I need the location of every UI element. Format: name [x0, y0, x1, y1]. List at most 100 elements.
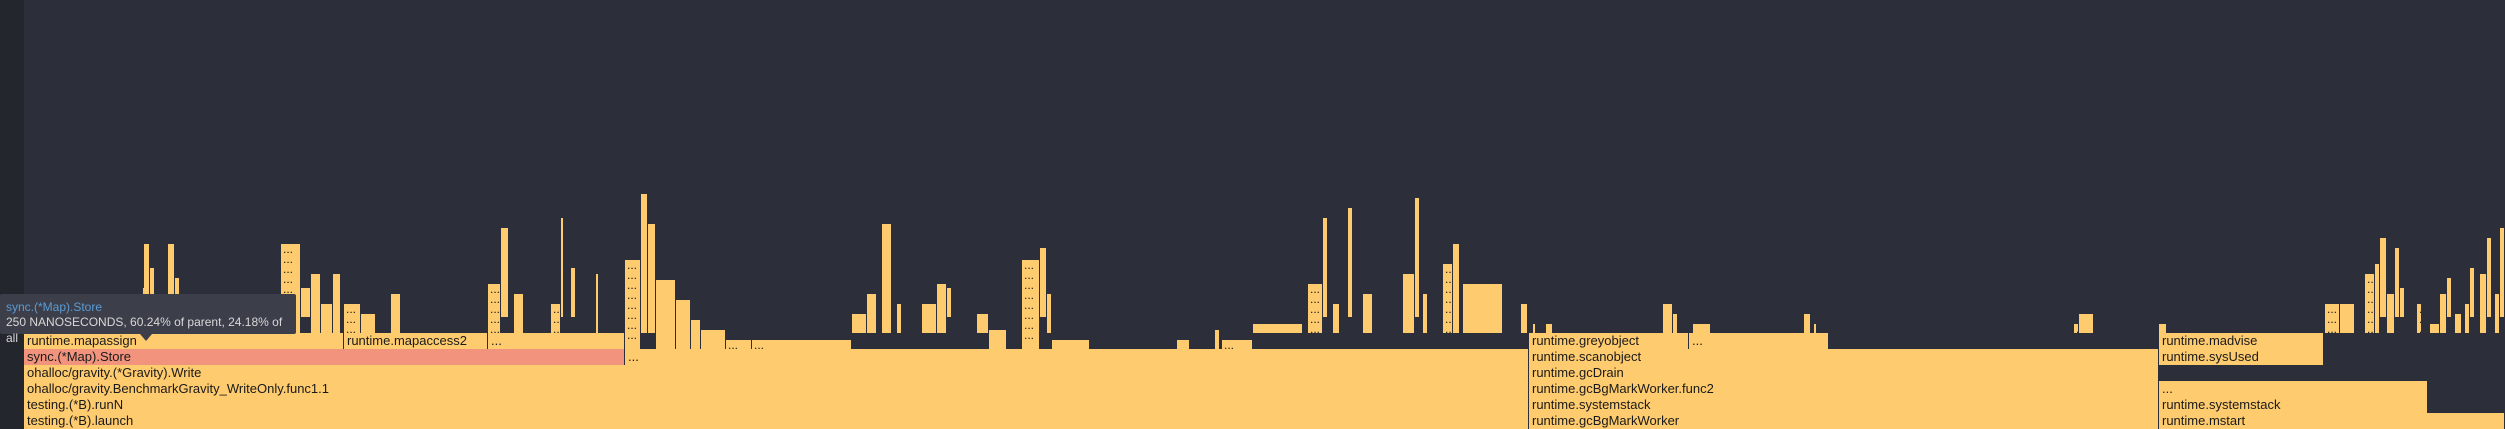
flame-stack-spike[interactable] — [1546, 323, 1553, 333]
flame-stack-spike[interactable] — [1453, 243, 1460, 333]
flame-stack-spike[interactable]: ........................ — [625, 259, 641, 349]
flame-stack-spike[interactable] — [333, 273, 341, 333]
flame-stack-spike[interactable] — [1693, 323, 1711, 333]
flame-stack-spike[interactable] — [1814, 323, 1817, 333]
flame-stack-spike[interactable]: ......... — [2325, 303, 2340, 333]
flame-stack-spike[interactable]: ......... — [551, 303, 561, 333]
flame-frame[interactable]: ohalloc/gravity.(*Gravity).Write — [24, 365, 1529, 381]
flame-frame[interactable]: ... — [488, 333, 625, 349]
flame-stack-spike[interactable] — [391, 293, 401, 333]
flame-stack-spike[interactable] — [852, 313, 867, 333]
flame-frame[interactable]: runtime.greyobject — [1529, 333, 1689, 349]
flame-frame[interactable]: runtime.mstart — [2159, 413, 2505, 429]
flame-stack-spike[interactable] — [1177, 339, 1190, 349]
flame-stack-spike[interactable]: ............... — [488, 283, 501, 333]
flame-stack-spike[interactable]: ............... — [1308, 283, 1323, 333]
flame-stack-spike[interactable] — [596, 273, 599, 333]
flame-stack-spike[interactable] — [2447, 277, 2452, 317]
flame-frame[interactable]: testing.(*B).launch — [24, 413, 1529, 429]
flame-stack-spike[interactable] — [977, 313, 989, 333]
flame-stack-spike[interactable] — [656, 279, 676, 349]
flame-stack-spike[interactable]: ... — [726, 339, 752, 349]
flame-stack-spike[interactable]: ... — [2074, 323, 2079, 333]
flame-stack-spike[interactable] — [2440, 293, 2447, 333]
flame-stack-spike[interactable] — [144, 243, 150, 333]
flame-stack-spike[interactable] — [897, 303, 902, 333]
flame-stack-spike[interactable] — [321, 303, 333, 333]
flame-stack-spike[interactable] — [2430, 323, 2440, 333]
flame-frame[interactable]: runtime.mapassign — [24, 333, 344, 349]
flame-stack-spike[interactable]: ... — [752, 339, 852, 349]
flame-stack-spike[interactable] — [361, 313, 376, 333]
flame-stack-spike[interactable]: ..................... — [1443, 263, 1453, 333]
flame-frame[interactable]: runtime.mapaccess2 — [344, 333, 488, 349]
flame-stack-spike[interactable] — [168, 243, 175, 333]
flame-frame[interactable]: ohalloc/gravity.BenchmarkGravity_WriteOn… — [24, 381, 1529, 397]
flame-stack-spike[interactable] — [1052, 339, 1090, 349]
flame-frame[interactable]: runtime.gcDrain — [1529, 365, 2159, 381]
flame-stack-spike[interactable] — [1040, 247, 1047, 317]
flame-stack-spike[interactable] — [947, 287, 952, 317]
flame-stack-spike[interactable] — [2340, 303, 2355, 333]
flame-frame[interactable]: ... — [2159, 381, 2428, 397]
flame-stack-spike[interactable] — [1663, 303, 1673, 333]
flame-stack-spike[interactable] — [1521, 303, 1528, 333]
flame-stack-spike[interactable] — [514, 293, 524, 333]
flame-stack-spike[interactable] — [571, 267, 576, 317]
flame-stack-spike[interactable]: ......... — [2417, 303, 2422, 333]
flame-frame[interactable]: runtime.gcBgMarkWorker.func2 — [1529, 381, 2159, 397]
flame-frame[interactable]: runtime.scanobject — [1529, 349, 2159, 365]
flame-frame[interactable]: ... — [1689, 333, 1829, 349]
flame-frame[interactable]: ... — [625, 349, 1529, 365]
flame-stack-spike[interactable] — [1673, 313, 1678, 333]
flame-frame[interactable]: sync.(*Map).Store — [24, 349, 625, 365]
flame-stack-spike[interactable] — [2487, 237, 2492, 317]
flame-stack-spike[interactable]: ........................ — [1022, 259, 1040, 349]
flame-stack-spike[interactable] — [937, 283, 947, 333]
flame-frame[interactable]: runtime.systemstack — [2159, 397, 2428, 413]
flame-stack-spike[interactable] — [501, 227, 509, 317]
flame-frame[interactable]: runtime.gcBgMarkWorker — [1529, 413, 2159, 429]
flame-stack-spike[interactable] — [2400, 287, 2405, 317]
flame-stack-spike[interactable] — [150, 267, 155, 317]
flame-stack-spike[interactable] — [1253, 323, 1303, 333]
flame-stack-spike[interactable] — [2375, 263, 2380, 333]
flame-stack-spike[interactable]: ... — [1533, 323, 1536, 333]
flame-stack-spike[interactable] — [1363, 293, 1373, 333]
flame-stack-spike[interactable] — [641, 193, 648, 333]
flame-stack-spike[interactable] — [1047, 293, 1052, 333]
flame-stack-spike[interactable] — [1215, 329, 1220, 349]
flame-stack-spike[interactable] — [701, 329, 726, 349]
flame-stack-spike[interactable] — [2500, 227, 2505, 317]
flame-stack-spike[interactable] — [1323, 217, 1328, 317]
flame-stack-spike[interactable] — [2380, 237, 2387, 317]
flame-stack-spike[interactable] — [2455, 313, 2462, 333]
flame-stack-spike[interactable] — [882, 223, 892, 333]
flame-stack-spike[interactable] — [2480, 273, 2487, 333]
flame-stack-spike[interactable] — [989, 329, 1007, 349]
flame-stack-spike[interactable] — [561, 217, 564, 317]
flame-stack-spike[interactable] — [1423, 293, 1428, 333]
flame-stack-spike[interactable] — [1463, 283, 1503, 333]
flame-frame[interactable]: runtime.sysUsed — [2159, 349, 2324, 365]
flame-stack-spike[interactable] — [1348, 207, 1353, 317]
flame-stack-spike[interactable] — [2159, 323, 2167, 333]
flame-stack-spike[interactable] — [311, 273, 321, 333]
flame-stack-spike[interactable] — [2395, 247, 2400, 317]
flame-stack-spike[interactable] — [2387, 293, 2395, 333]
flame-frame[interactable]: runtime.madvise — [2159, 333, 2324, 349]
flame-stack-spike[interactable] — [2079, 313, 2094, 333]
flame-stack-spike[interactable] — [301, 287, 311, 317]
flame-stack-spike[interactable] — [867, 293, 877, 333]
flame-stack-spike[interactable] — [922, 303, 937, 333]
flame-stack-spike[interactable] — [2495, 293, 2500, 333]
flame-frame[interactable]: testing.(*B).runN — [24, 397, 1529, 413]
flame-stack-spike[interactable] — [1403, 273, 1415, 333]
flame-stack-spike[interactable] — [2465, 303, 2470, 333]
flame-stack-spike[interactable] — [1804, 313, 1811, 333]
flame-stack-spike[interactable] — [648, 223, 656, 333]
flame-stack-spike[interactable]: .................. — [2365, 273, 2375, 333]
flame-stack-spike[interactable] — [2470, 267, 2475, 317]
flame-stack-spike[interactable] — [676, 299, 691, 349]
